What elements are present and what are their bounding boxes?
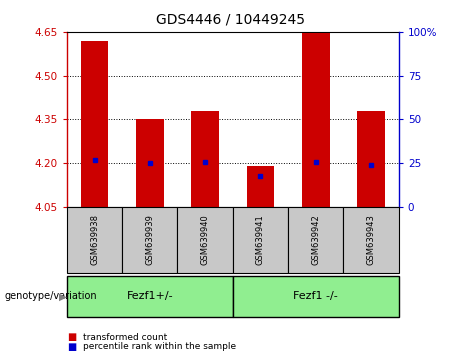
Text: ■: ■ — [67, 332, 76, 342]
Text: transformed count: transformed count — [83, 332, 167, 342]
Text: Fezf1+/-: Fezf1+/- — [126, 291, 173, 302]
Bar — [191, 111, 219, 207]
Bar — [67, 276, 233, 317]
Bar — [302, 33, 330, 207]
Text: GSM639938: GSM639938 — [90, 214, 99, 266]
Text: percentile rank within the sample: percentile rank within the sample — [83, 342, 236, 352]
Text: GSM639943: GSM639943 — [366, 215, 376, 265]
Bar — [288, 207, 343, 273]
Text: GSM639942: GSM639942 — [311, 215, 320, 265]
Bar — [357, 111, 385, 207]
Bar — [122, 207, 177, 273]
Bar — [136, 120, 164, 207]
Bar — [81, 41, 108, 207]
Bar — [233, 207, 288, 273]
Text: GSM639939: GSM639939 — [145, 215, 154, 265]
Bar — [67, 207, 122, 273]
Bar — [233, 276, 399, 317]
Text: GSM639940: GSM639940 — [201, 215, 210, 265]
Bar — [177, 207, 233, 273]
Text: GDS4446 / 10449245: GDS4446 / 10449245 — [156, 12, 305, 27]
Text: GSM639941: GSM639941 — [256, 215, 265, 265]
Text: Fezf1 -/-: Fezf1 -/- — [293, 291, 338, 302]
Text: ▶: ▶ — [59, 291, 67, 302]
Text: genotype/variation: genotype/variation — [5, 291, 97, 302]
Text: ■: ■ — [67, 342, 76, 352]
Bar — [343, 207, 399, 273]
Bar — [247, 166, 274, 207]
